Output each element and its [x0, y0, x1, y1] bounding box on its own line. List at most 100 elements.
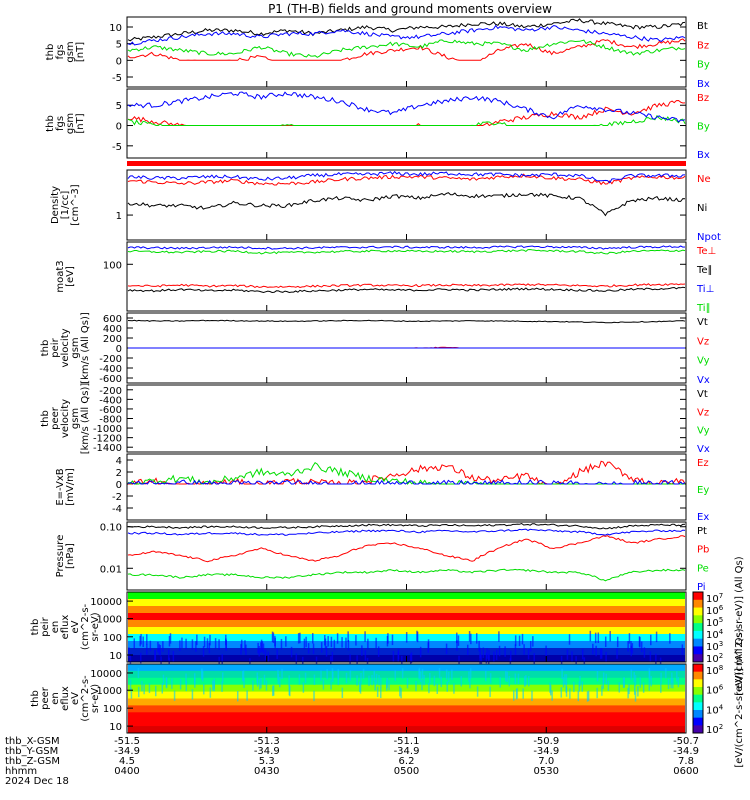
- ytick-label: 1000: [97, 615, 122, 626]
- spectrogram-streak: [185, 638, 187, 650]
- spectrogram-streak: [129, 653, 132, 664]
- spectrogram-streak: [368, 675, 370, 686]
- spectrogram-streak: [218, 639, 220, 650]
- ytick-label: 1: [116, 211, 122, 222]
- colorbar-segment: [693, 654, 703, 663]
- series-line-Bz: [127, 38, 686, 61]
- spectrogram-streak: [173, 690, 176, 701]
- spectrogram-streak: [143, 683, 145, 695]
- spectrogram-streak: [415, 680, 417, 692]
- spectrogram-streak: [356, 675, 358, 686]
- legend-Bt: Bt: [697, 21, 708, 32]
- colorbar-tick-label: 106: [706, 684, 724, 697]
- ylabel-line: peer: [40, 686, 51, 710]
- ylabel-line: peer: [50, 406, 61, 430]
- spectrogram-streak: [456, 632, 458, 644]
- spectrogram-band: [128, 712, 685, 720]
- spectrogram-streak: [161, 683, 164, 694]
- spectrogram-streak: [241, 671, 244, 682]
- spectrogram-streak: [419, 646, 422, 658]
- spectrogram-streak: [169, 633, 172, 644]
- spectrogram-streak: [364, 650, 367, 661]
- spectrogram-streak: [159, 645, 162, 656]
- spectrogram-streak: [303, 638, 306, 650]
- legend-Te⊥: Te⊥: [696, 246, 716, 257]
- ylabel-line: moat3: [55, 260, 66, 292]
- spectrogram-streak: [260, 677, 262, 689]
- spectrogram-streak: [305, 636, 307, 648]
- spectrogram-streak: [325, 646, 328, 657]
- spectrogram-streak: [475, 633, 478, 644]
- xaxis-row-value: -34.9: [394, 746, 420, 757]
- spectrogram-band: [128, 684, 685, 693]
- spectrogram-streak: [162, 641, 164, 652]
- spectrogram-streak: [587, 690, 590, 702]
- spectrogram-streak: [246, 690, 248, 701]
- ylabel-line: eV: [70, 692, 81, 705]
- spectrogram-streak: [366, 657, 369, 669]
- spectrogram-streak: [586, 691, 589, 702]
- spectrogram-streak: [272, 685, 275, 696]
- spectrogram-streak: [406, 678, 409, 689]
- ylabel-line: [km/s (All Qs)]: [80, 383, 91, 455]
- spectrogram-streak: [362, 668, 365, 680]
- spectrogram-streak: [245, 644, 247, 656]
- ylabel-line: thb: [30, 690, 41, 707]
- series-line-Bt: [127, 18, 686, 42]
- spectrogram-streak: [581, 648, 584, 660]
- spectrogram-streak: [298, 674, 301, 685]
- spectrogram-streak: [274, 637, 276, 649]
- spectrogram-streak: [504, 646, 506, 657]
- ytick-label: 1000: [97, 686, 122, 697]
- xaxis-row-value: 4.5: [119, 756, 135, 767]
- colorbar-frame: [692, 591, 704, 663]
- ylabel-line: eflux: [60, 686, 71, 711]
- spectrogram-streak: [421, 668, 424, 680]
- colorbar-segment: [693, 592, 703, 601]
- spectrogram-streak: [206, 638, 209, 649]
- spectrogram-streak: [360, 673, 362, 684]
- spectrogram-streak: [313, 690, 315, 702]
- spectrogram-streak: [602, 678, 605, 689]
- spectrogram-streak: [240, 639, 243, 651]
- series-line-Te⊥: [127, 283, 686, 289]
- spectrogram-streak: [628, 683, 630, 695]
- ytick-label: -800: [99, 415, 122, 426]
- spectrogram-streak: [141, 680, 143, 692]
- spectrogram-streak: [489, 673, 492, 684]
- colorbar-segment: [693, 638, 703, 647]
- spectrogram-streak: [347, 631, 349, 642]
- colorbar-segment: [693, 623, 703, 632]
- legend-Ey: Ey: [697, 485, 709, 496]
- spectrogram-streak: [281, 668, 283, 680]
- spectrogram-streak: [423, 674, 425, 686]
- legend-Ne: Ne: [697, 174, 711, 185]
- spectrogram-band: [128, 627, 685, 635]
- panel-frame-2: [126, 88, 687, 159]
- spectrogram-streak: [179, 640, 181, 651]
- spectrogram-streak: [221, 654, 223, 665]
- series-line-Pi: [127, 528, 686, 536]
- spectrogram-streak: [209, 687, 212, 698]
- spectrogram-band: [128, 592, 685, 600]
- colorbar-segment: [693, 646, 703, 655]
- colorbar-tick-label: 103: [706, 640, 723, 653]
- spectrogram-streak: [677, 676, 680, 688]
- spectrogram-streak: [667, 678, 670, 690]
- xaxis-row-label: thb_Z-GSM: [5, 756, 60, 767]
- spectrogram-streak: [527, 648, 530, 660]
- legend-Ti∥: Ti∥: [696, 303, 711, 314]
- colorbar-segment: [693, 630, 703, 640]
- xaxis-row-value: -34.9: [114, 746, 140, 757]
- spectrogram-streak: [648, 668, 651, 679]
- xaxis-row-value: -51.5: [114, 736, 140, 747]
- spectrogram-streak: [513, 690, 515, 701]
- spectrogram-streak: [460, 676, 462, 687]
- ytick-label: 0: [116, 480, 122, 491]
- colorbar-segment: [693, 694, 703, 703]
- spectrogram-streak: [165, 677, 168, 689]
- spectrogram-streak: [498, 631, 500, 642]
- spectrogram-streak: [451, 669, 453, 680]
- spectrogram-streak: [458, 655, 460, 667]
- spectrogram-streak: [345, 672, 348, 684]
